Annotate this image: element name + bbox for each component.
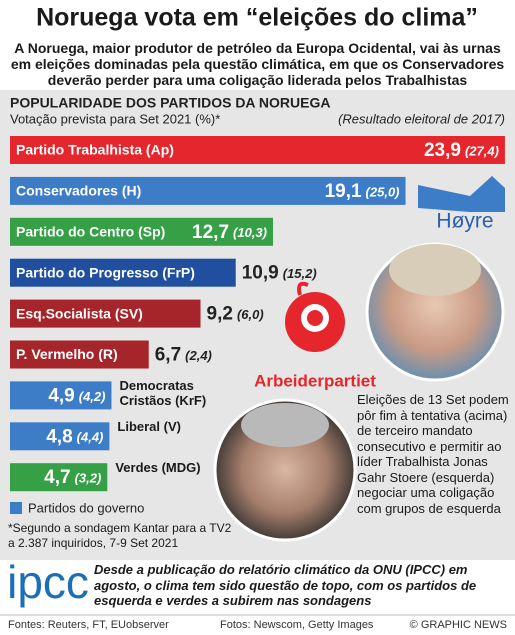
previous-label: (10,3)	[233, 225, 267, 240]
bar	[10, 422, 110, 451]
value-label: 19,1	[325, 181, 362, 202]
value-label: 23,9	[424, 140, 461, 161]
bar	[10, 258, 236, 287]
ipcc-text: Desde a publicação do relatório climátic…	[94, 562, 477, 608]
bar-label: Democratas Cristãos (KrF)	[119, 378, 207, 409]
previous-label: (27,4)	[465, 143, 499, 158]
value-label: 4,7	[44, 467, 70, 488]
legend-label: Partidos do governo	[28, 500, 144, 515]
previous-label: (4,4)	[77, 430, 104, 445]
bar	[10, 176, 406, 205]
bar-label: Conservadores (H)	[16, 183, 141, 199]
bar	[10, 463, 108, 492]
bar	[10, 217, 273, 246]
ap-rose	[297, 281, 309, 296]
copyright: © GRAPHIC NEWS	[410, 619, 507, 631]
chart-subtitle: Votação prevista para Set 2021 (%)*	[10, 111, 220, 126]
previous-label: (3,2)	[75, 471, 102, 486]
bar-label: Partido do Progresso (FrP)	[16, 264, 195, 280]
chart-note: (Resultado eleitoral de 2017)	[338, 111, 505, 126]
previous-label: (4,2)	[79, 389, 106, 404]
photo-hair	[389, 244, 481, 296]
value-label: 4,9	[48, 385, 74, 406]
value-label: 9,2	[207, 304, 233, 325]
bar	[10, 136, 505, 164]
title: Noruega vota em “eleições do clima”	[36, 4, 478, 32]
bar-label: P. Vermelho (R)	[16, 346, 118, 362]
bar	[10, 381, 112, 410]
bar-label: Partido do Centro (Sp)	[16, 224, 165, 240]
bar-label: Partido Trabalhista (Ap)	[16, 142, 174, 158]
previous-label: (15,2)	[283, 266, 317, 281]
photo-credits: Fotos: Newscom, Getty Images	[220, 619, 374, 631]
bar-label: Esq.Socialista (SV)	[16, 305, 143, 321]
bar-label: Liberal (V)	[117, 419, 181, 435]
bar	[10, 299, 201, 328]
previous-label: (25,0)	[366, 184, 400, 199]
caption: Eleições de 13 Set podem pôr fim à tenta…	[357, 392, 509, 516]
value-label: 6,7	[155, 345, 181, 366]
legend-swatch	[10, 502, 22, 514]
photo-hair	[241, 403, 329, 447]
bar	[10, 340, 149, 369]
hoyre-logo	[418, 176, 505, 212]
ap-rose	[307, 310, 323, 326]
bar-label: Verdes (MDG)	[115, 460, 201, 476]
sources: Fontes: Reuters, FT, EUobserver	[8, 619, 169, 631]
ipcc-panel	[0, 560, 515, 615]
chart-title: POPULARIDADE DOS PARTIDOS DA NORUEGA	[10, 95, 330, 111]
previous-label: (6,0)	[237, 307, 264, 322]
value-label: 10,9	[242, 263, 279, 284]
subtitle: A Noruega, maior produtor de petróleo da…	[10, 40, 505, 88]
ap-name: Arbeiderpartiet	[254, 371, 376, 390]
hoyre-name: Høyre	[436, 210, 493, 233]
previous-label: (2,4)	[185, 348, 212, 363]
ipcc-logo: ipcc	[7, 556, 89, 608]
footnote: *Segundo a sondagem Kantar para a TV2 a …	[8, 521, 232, 550]
value-label: 4,8	[46, 426, 72, 447]
value-label: 12,7	[192, 222, 229, 243]
